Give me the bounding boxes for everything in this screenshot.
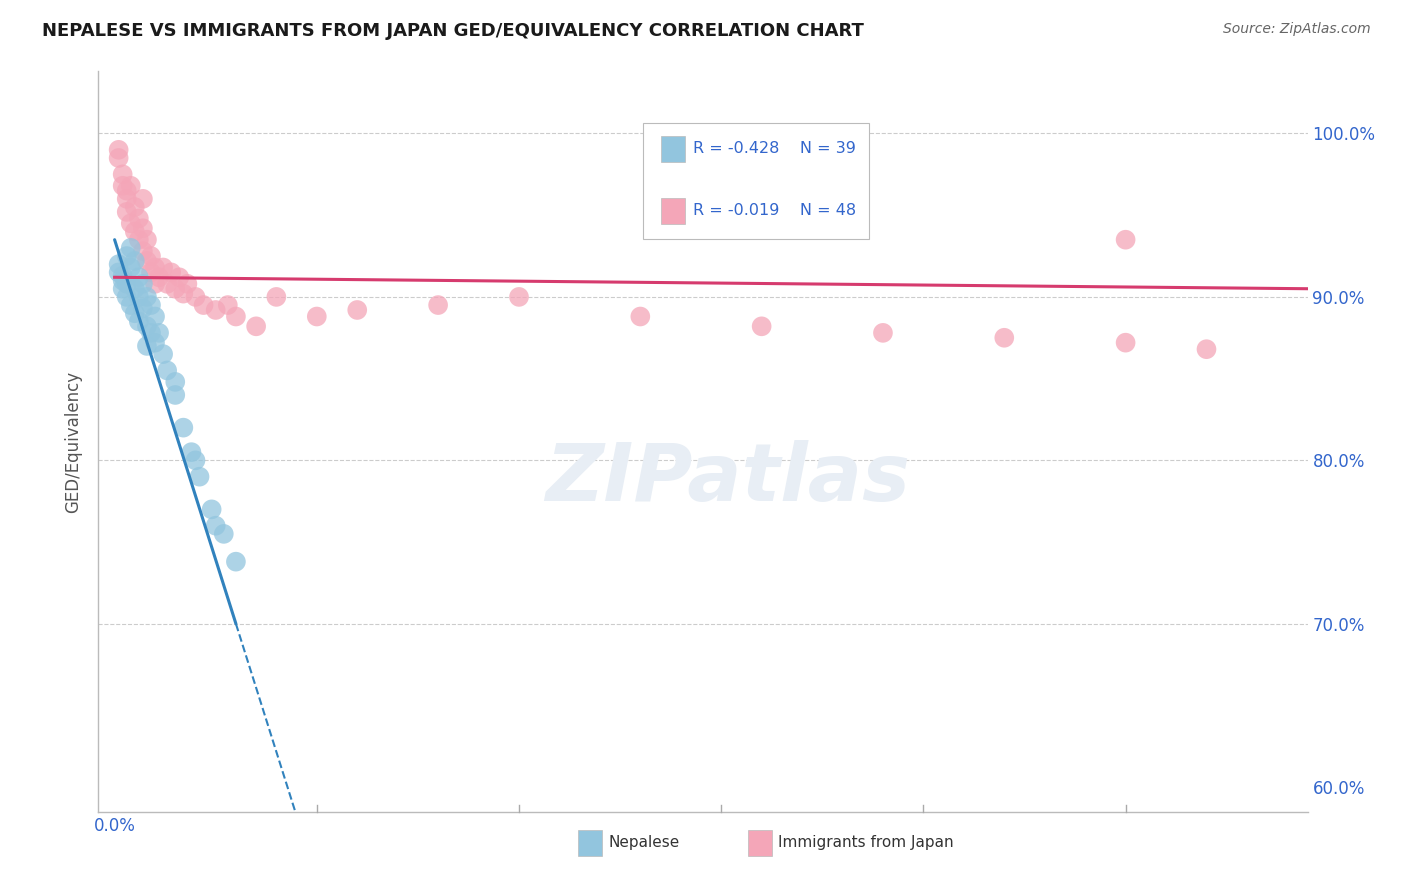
Point — [993, 331, 1015, 345]
Point — [128, 314, 150, 328]
Point — [165, 388, 187, 402]
Point — [225, 555, 247, 569]
Point — [148, 270, 170, 285]
Point — [148, 326, 170, 340]
Point — [115, 205, 138, 219]
Point — [172, 286, 194, 301]
Point — [128, 211, 150, 226]
Text: Nepalese: Nepalese — [609, 836, 679, 850]
Point — [120, 216, 142, 230]
Point — [156, 363, 179, 377]
Point — [152, 347, 174, 361]
Y-axis label: GED/Equivalency: GED/Equivalency — [65, 370, 83, 513]
Point — [120, 178, 142, 193]
Point — [124, 254, 146, 268]
Point — [107, 257, 129, 271]
Point — [115, 277, 138, 291]
Point — [111, 274, 134, 288]
Point — [136, 319, 159, 334]
Point — [193, 298, 215, 312]
Point — [115, 290, 138, 304]
Point — [217, 298, 239, 312]
Point — [136, 290, 159, 304]
Text: ZIPatlas: ZIPatlas — [544, 440, 910, 517]
Point — [120, 260, 142, 275]
Point — [872, 326, 894, 340]
Point — [128, 233, 150, 247]
Point — [1195, 342, 1218, 356]
Point — [266, 290, 288, 304]
Point — [508, 290, 530, 304]
Point — [212, 527, 235, 541]
Text: Source: ZipAtlas.com: Source: ZipAtlas.com — [1223, 22, 1371, 37]
Point — [139, 249, 162, 263]
Point — [184, 453, 207, 467]
Point — [139, 298, 162, 312]
Point — [111, 282, 134, 296]
Point — [124, 306, 146, 320]
Point — [152, 260, 174, 275]
Point — [139, 326, 162, 340]
Point — [156, 277, 179, 291]
Point — [107, 151, 129, 165]
Point — [172, 420, 194, 434]
Point — [201, 502, 224, 516]
Text: R = -0.019    N = 48: R = -0.019 N = 48 — [693, 203, 856, 219]
Point — [427, 298, 450, 312]
Point — [115, 184, 138, 198]
Point — [169, 270, 191, 285]
Point — [176, 277, 198, 291]
Point — [111, 268, 134, 283]
Point — [143, 260, 166, 275]
Point — [132, 301, 155, 316]
Point — [124, 282, 146, 296]
Point — [128, 290, 150, 304]
Point — [184, 290, 207, 304]
Point — [124, 225, 146, 239]
Point — [305, 310, 328, 324]
Point — [132, 277, 155, 291]
Point — [136, 339, 159, 353]
Point — [628, 310, 651, 324]
Point — [124, 200, 146, 214]
Point — [143, 277, 166, 291]
Point — [751, 319, 773, 334]
Point — [132, 244, 155, 259]
Point — [143, 335, 166, 350]
Point — [143, 310, 166, 324]
Point — [160, 265, 183, 279]
Point — [115, 249, 138, 263]
Point — [165, 282, 187, 296]
Point — [136, 254, 159, 268]
Point — [115, 192, 138, 206]
Point — [180, 445, 202, 459]
Text: Immigrants from Japan: Immigrants from Japan — [779, 836, 953, 850]
Point — [128, 270, 150, 285]
Point — [245, 319, 267, 334]
Point — [346, 303, 368, 318]
Point — [165, 375, 187, 389]
Point — [188, 469, 211, 483]
Point — [120, 241, 142, 255]
Point — [107, 143, 129, 157]
Text: R = -0.428    N = 39: R = -0.428 N = 39 — [693, 142, 856, 156]
Point — [111, 167, 134, 181]
Text: NEPALESE VS IMMIGRANTS FROM JAPAN GED/EQUIVALENCY CORRELATION CHART: NEPALESE VS IMMIGRANTS FROM JAPAN GED/EQ… — [42, 22, 865, 40]
Point — [111, 178, 134, 193]
Point — [107, 265, 129, 279]
Point — [225, 310, 247, 324]
Point — [204, 518, 226, 533]
Point — [204, 303, 226, 318]
Point — [1115, 335, 1137, 350]
Point — [120, 298, 142, 312]
Point — [132, 192, 155, 206]
Point — [132, 221, 155, 235]
Point — [1115, 233, 1137, 247]
Point — [136, 233, 159, 247]
Point — [139, 265, 162, 279]
